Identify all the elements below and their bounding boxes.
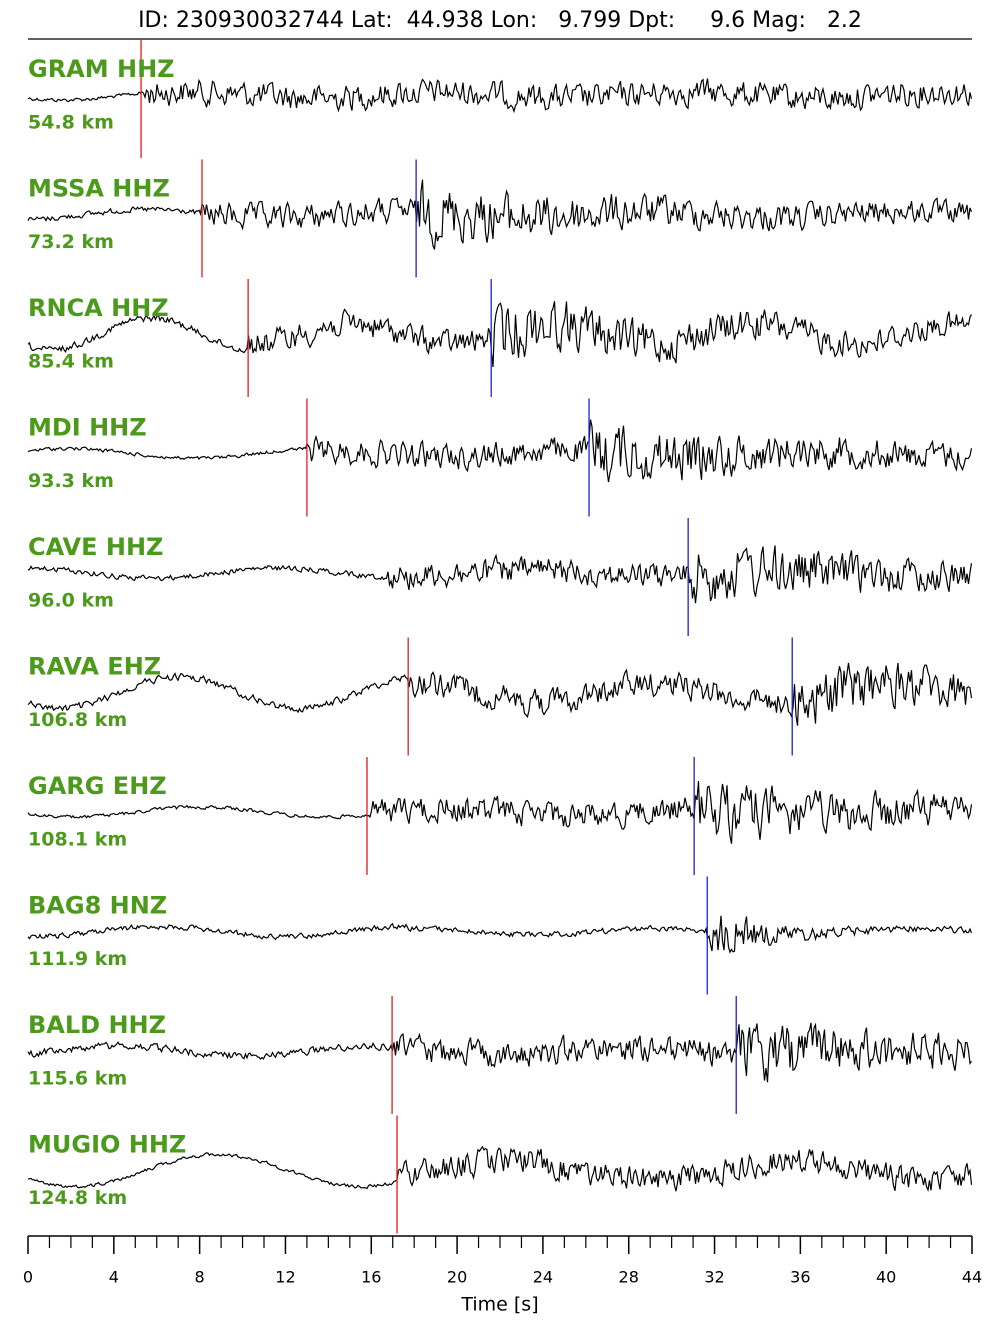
x-axis-label: Time [s] (460, 1294, 538, 1316)
x-tick-label: 16 (361, 1268, 381, 1287)
waveform (27, 301, 973, 368)
waveform (27, 545, 973, 604)
station-label: GARG EHZ (28, 772, 167, 800)
station-label: BALD HHZ (28, 1011, 166, 1039)
distance-label: 108.1 km (28, 829, 127, 851)
station-label: MSSA HHZ (28, 175, 170, 203)
waveform (27, 780, 973, 844)
distance-label: 106.8 km (28, 709, 127, 731)
waveform (27, 179, 973, 250)
station-label: RAVA EHZ (28, 653, 161, 681)
x-tick-label: 28 (619, 1268, 639, 1287)
distance-label: 96.0 km (28, 590, 114, 612)
station-label: CAVE HHZ (28, 533, 163, 561)
distance-label: 124.8 km (28, 1187, 127, 1209)
station-label: MDI HHZ (28, 414, 147, 442)
distance-label: 54.8 km (28, 112, 114, 134)
waveform (27, 915, 973, 954)
x-tick-label: 44 (962, 1268, 982, 1287)
x-tick-label: 40 (876, 1268, 896, 1287)
waveform (27, 78, 973, 114)
x-tick-label: 12 (275, 1268, 295, 1287)
x-tick-label: 32 (704, 1268, 724, 1287)
waveform (27, 662, 973, 726)
x-tick-label: 8 (195, 1268, 205, 1287)
chart-title: ID: 230930032744 Lat: 44.938 Lon: 9.799 … (138, 8, 862, 33)
x-tick-label: 20 (447, 1268, 467, 1287)
station-label: GRAM HHZ (28, 55, 175, 83)
x-tick-label: 4 (109, 1268, 119, 1287)
waveform (27, 1145, 973, 1192)
x-tick-label: 24 (533, 1268, 553, 1287)
waveform (27, 1022, 972, 1083)
distance-label: 73.2 km (28, 231, 114, 253)
distance-label: 93.3 km (28, 470, 114, 492)
station-label: RNCA HHZ (28, 294, 169, 322)
x-tick-label: 36 (790, 1268, 810, 1287)
x-tick-label: 0 (23, 1268, 33, 1287)
distance-label: 115.6 km (28, 1068, 127, 1090)
distance-label: 85.4 km (28, 351, 114, 373)
station-label: MUGIO HHZ (28, 1131, 186, 1159)
distance-label: 111.9 km (28, 948, 127, 970)
waveform (27, 419, 973, 483)
station-label: BAG8 HNZ (28, 892, 167, 920)
